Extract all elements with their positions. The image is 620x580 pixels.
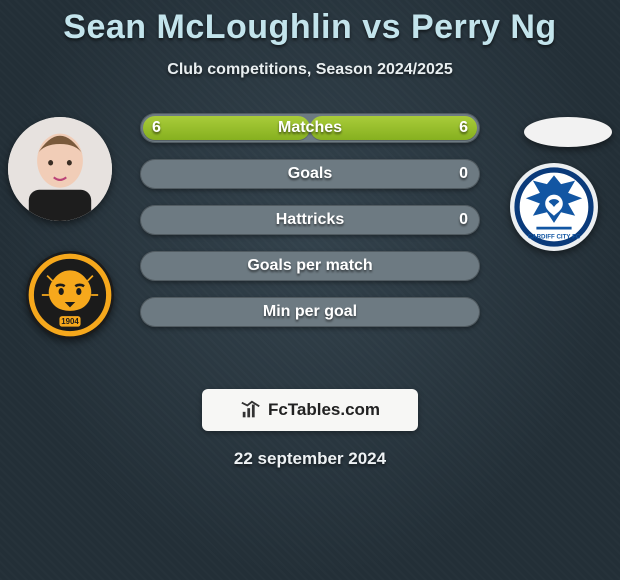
club-right-crest: CARDIFF CITY FC: [510, 163, 598, 251]
bar-chart-icon: [240, 399, 262, 421]
cardiff-city-crest-icon: CARDIFF CITY FC: [510, 163, 598, 251]
club-left-crest: 1904: [26, 251, 114, 339]
player-left-icon: [8, 117, 112, 221]
comparison-stage: 1904 CARDIFF CITY FC 6Matches6Goals0Hatt…: [0, 117, 620, 377]
stat-bar-gpm: Goals per match: [140, 251, 480, 281]
watermark-text: FcTables.com: [268, 400, 380, 420]
stat-label: Matches: [278, 119, 342, 137]
player-left-avatar: [8, 117, 112, 221]
stat-label: Goals per match: [247, 257, 372, 275]
date-label: 22 september 2024: [0, 449, 620, 469]
stat-label: Goals: [288, 165, 332, 183]
stat-value-right: 0: [459, 211, 468, 229]
stat-bar-mpg: Min per goal: [140, 297, 480, 327]
stat-bar-goals: Goals 0: [140, 159, 480, 189]
player-right-avatar: [524, 117, 612, 147]
watermark: FcTables.com: [202, 389, 418, 431]
stat-bars: 6 Matches 6 Goals 0 Hattricks 0 Goals per match…: [140, 113, 480, 343]
stat-label: Hattricks: [276, 211, 344, 229]
page-title: Sean McLoughlin vs Perry Ng: [0, 0, 620, 47]
hull-city-crest-icon: 1904: [26, 251, 114, 339]
stat-bar-hattricks: Hattricks 0: [140, 205, 480, 235]
stat-bar-matches: 6 Matches 6: [140, 113, 480, 143]
stat-value-right: 0: [459, 165, 468, 183]
hull-founded-label: 1904: [61, 317, 79, 326]
stat-value-left: 6: [152, 119, 161, 137]
subtitle: Club competitions, Season 2024/2025: [0, 61, 620, 79]
stat-label: Min per goal: [263, 303, 357, 321]
svg-text:CARDIFF CITY FC: CARDIFF CITY FC: [528, 234, 581, 241]
stat-value-right: 6: [459, 119, 468, 137]
